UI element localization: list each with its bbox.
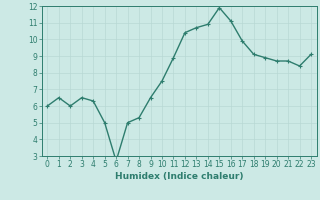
X-axis label: Humidex (Indice chaleur): Humidex (Indice chaleur): [115, 172, 244, 181]
